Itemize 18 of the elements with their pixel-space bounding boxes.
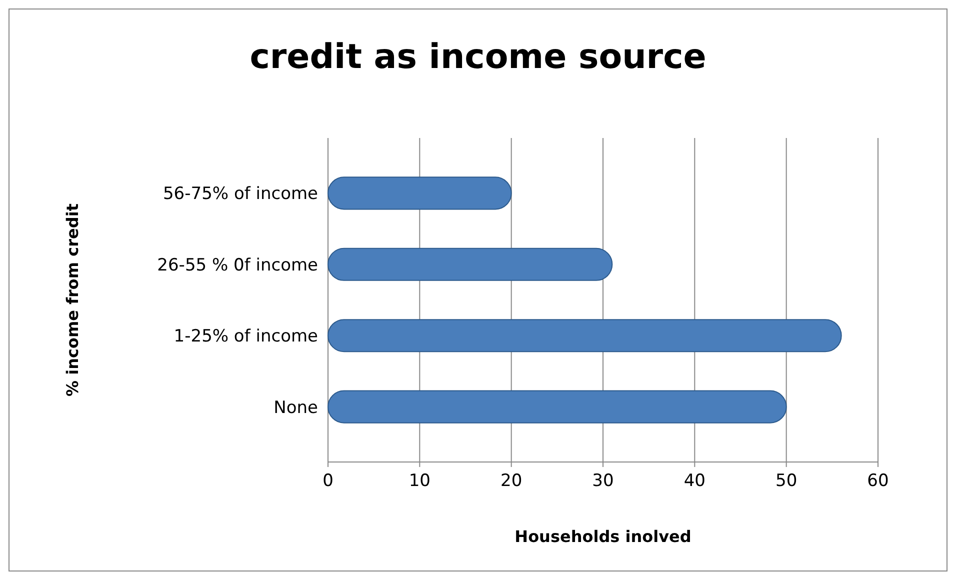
bar [328, 319, 842, 352]
x-tick-label: 0 [322, 471, 334, 491]
x-tick-label: 30 [592, 471, 614, 491]
y-tick-label: None [274, 398, 318, 418]
x-tick-label: 50 [776, 471, 798, 491]
chart-title: credit as income source [250, 37, 706, 77]
x-tick-label: 20 [500, 471, 522, 491]
x-tick-label: 60 [867, 471, 889, 491]
x-tick-label: 40 [684, 471, 706, 491]
x-tick-label: 10 [408, 471, 430, 491]
bar [328, 176, 512, 210]
y-tick-label: 1-25% of income [174, 326, 318, 347]
y-axis-title: % income from credit [63, 203, 82, 396]
bar [328, 390, 787, 424]
y-tick-label: 26-55 % 0f income [157, 255, 318, 276]
x-axis-title: Households inolved [514, 527, 692, 546]
y-tick-label: 56-75% of income [162, 184, 318, 204]
bar [328, 248, 613, 281]
